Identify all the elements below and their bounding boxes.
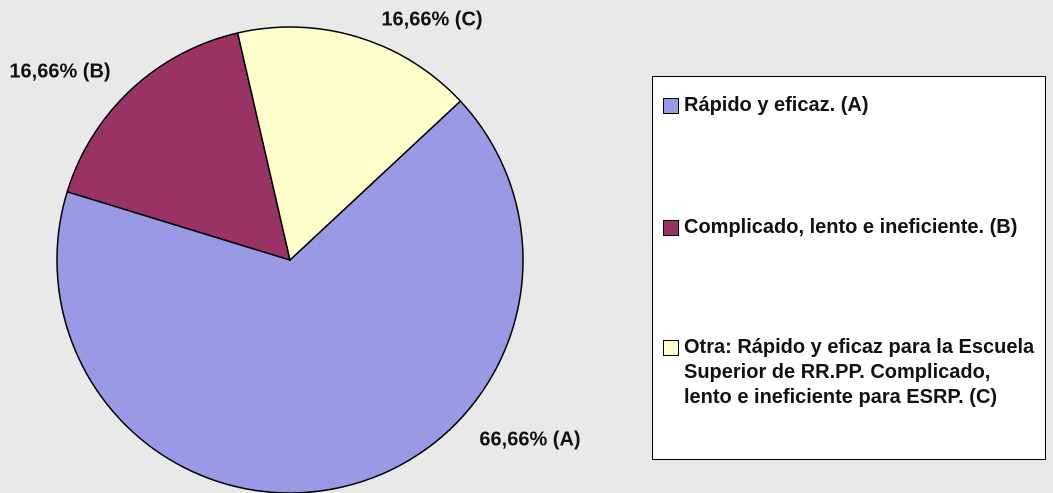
legend-label: Rápido y eficaz. (A) xyxy=(684,94,869,116)
legend-item: Complicado, lento e ineficiente. (B) xyxy=(663,215,1043,240)
legend-item: Otra: Rápido y eficaz para la Escuela Su… xyxy=(663,335,1043,410)
legend-label: Complicado, lento e ineficiente. (B) xyxy=(684,216,1018,238)
legend-swatch xyxy=(663,340,679,356)
data-label: 16,66% (B) xyxy=(9,60,110,82)
legend: Rápido y eficaz. (A) Complicado, lento e … xyxy=(652,76,1046,460)
data-label: 16,66% (C) xyxy=(381,8,482,30)
data-label: 66,66% (A) xyxy=(479,428,580,450)
legend-label: Otra: Rápido y eficaz para la Escuela Su… xyxy=(684,336,1035,408)
legend-swatch xyxy=(663,220,679,236)
legend-swatch xyxy=(663,98,679,114)
pie-slice xyxy=(66,32,292,262)
legend-item: Rápido y eficaz. (A) xyxy=(663,93,1043,118)
pie-slice xyxy=(56,100,524,493)
pie-slice xyxy=(236,26,462,262)
